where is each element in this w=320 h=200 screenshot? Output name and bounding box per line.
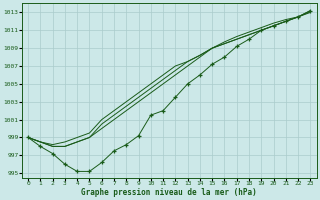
X-axis label: Graphe pression niveau de la mer (hPa): Graphe pression niveau de la mer (hPa)	[81, 188, 257, 197]
